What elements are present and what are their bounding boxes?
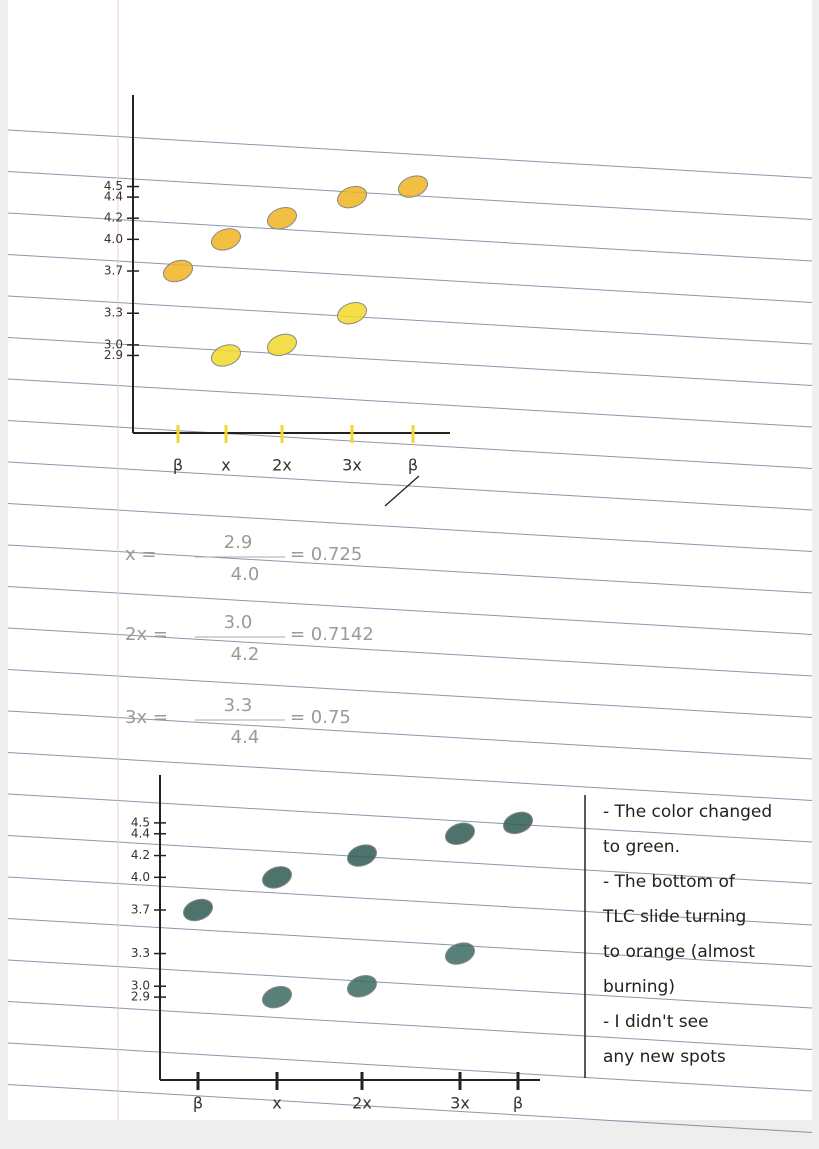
spot [444,822,476,845]
rule [7,503,813,552]
x-tick-label: 3x [342,456,362,475]
calc-denominator: 4.0 [231,564,260,585]
rule [7,793,813,843]
rule [7,835,813,884]
note-line: TLC slide turning [602,907,746,927]
y-tick-label: 2.9 [131,990,150,1004]
rule [7,1001,813,1050]
spot [162,259,194,283]
rule [7,212,813,262]
spot [336,302,368,325]
spot [346,975,378,998]
y-tick-label: 4.0 [104,232,123,246]
y-tick-label: 4.2 [131,848,150,862]
rule [7,669,813,718]
tlc-plot: 4.54.4 4.2 4.0 3.7 3.3 3.02.9 β x 2x 3x β [104,95,450,507]
rule [7,1084,813,1133]
rule [7,420,813,469]
rule [7,627,813,677]
y-tick-label: 3.0 [104,337,123,351]
rule [7,544,813,594]
rule [7,752,813,801]
x-tick-label: β [513,1094,523,1113]
calc-lhs: 2x = [125,624,168,645]
calculations: x = 2.9 4.0 = 0.725 2x = 3.0 4.2 = 0.7142 3x = 3.… [125,532,374,748]
rule [7,710,813,760]
calc-denominator: 4.4 [231,727,260,748]
rule [7,1042,813,1092]
spot [444,942,476,965]
x-tick-label: 2x [352,1094,372,1113]
x-tick-label: β [173,456,183,475]
calc-result: = 0.75 [290,707,351,728]
note-line: - The color changed [603,802,772,822]
rule [7,876,813,926]
spot [182,898,214,922]
calc-numerator: 3.0 [224,612,253,633]
calc-numerator: 2.9 [224,532,253,553]
x-tick-label: 3x [450,1094,470,1113]
x-tick-label: 2x [272,456,292,475]
y-tick-label: 4.5 [131,815,150,829]
rule [7,461,813,511]
calc-lhs: 3x = [125,707,168,728]
note-line: any new spots [603,1047,726,1067]
y-tick-label: 3.3 [131,946,150,960]
rule [7,295,813,345]
spot [261,866,293,889]
rule [7,254,813,303]
y-tick-label: 4.5 [104,179,123,193]
spot [502,811,534,835]
calc-denominator: 4.2 [231,644,260,665]
tlc-plot: 4.54.4 4.2 4.0 3.7 3.3 3.02.9 β x 2x 3x β [131,775,540,1113]
y-tick-label: 3.7 [131,903,150,917]
spot [210,344,242,367]
calc-lhs: x = [125,544,156,565]
notes: - The color changed to green. - The bottom… [602,802,772,1067]
y-tick-label: 3.7 [104,264,123,278]
y-tick-label: 3.0 [131,979,150,993]
y-tick-label: 4.0 [131,870,150,884]
y-tick-label: 4.2 [104,211,123,225]
x-tick-label: β [193,1094,203,1113]
spot [397,175,429,198]
rule [7,337,813,386]
x-tick-label: β [408,456,418,475]
y-tick-label: 2.9 [104,348,123,362]
y-tick-label: 4.4 [131,826,150,840]
calc-numerator: 3.3 [224,695,253,716]
note-line: - I didn't see [603,1012,709,1032]
spot [266,333,298,357]
y-tick-label: 4.4 [104,190,123,204]
strike [384,475,420,507]
charts: 4.54.44.24.03.73.33.02.9β x 2x 3x β4.54.44.2… [104,95,540,1113]
rule [7,959,813,1009]
x-tick-label: x [272,1094,281,1113]
note-line: - The bottom of [603,872,736,892]
spot [210,228,242,251]
ruled-lines [7,129,813,1133]
note-line: to orange (almost [603,942,755,962]
calc-result: = 0.725 [290,544,362,565]
spot [336,185,368,209]
note-line: burning) [603,977,675,997]
spot [261,985,293,1009]
rule [7,129,813,179]
calc-result: = 0.7142 [290,624,374,645]
spot [266,207,298,230]
rule [7,378,813,428]
x-tick-label: x [221,456,230,475]
spot [346,844,378,867]
y-tick-label: 3.3 [104,306,123,320]
rule [7,918,813,967]
rule [7,586,813,635]
note-line: to green. [603,837,680,857]
